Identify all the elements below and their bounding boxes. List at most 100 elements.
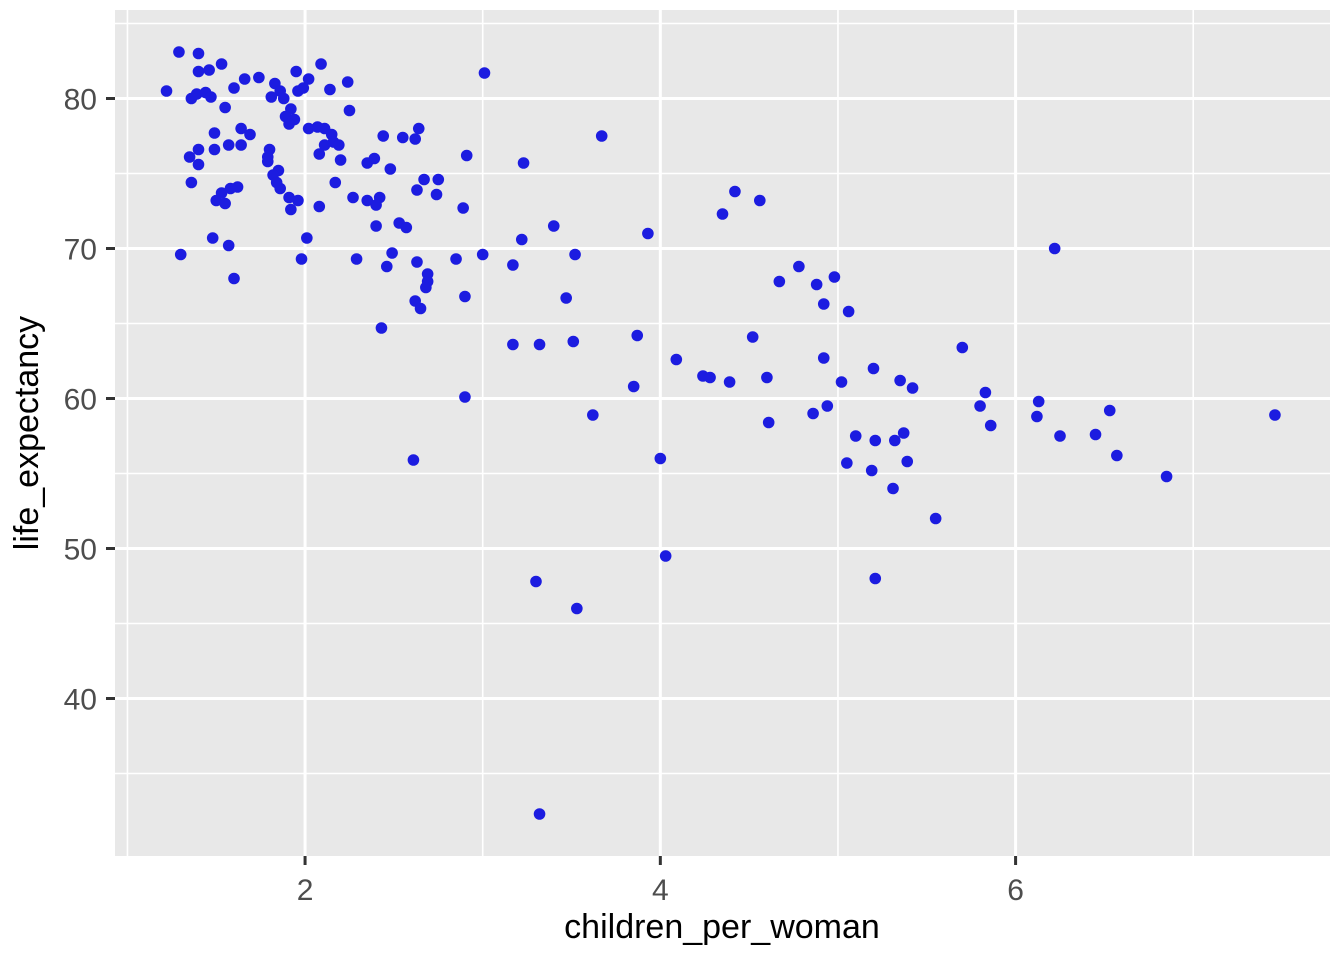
data-point (341, 76, 354, 88)
data-point (889, 434, 901, 447)
data-point (654, 452, 667, 465)
data-point (569, 248, 581, 261)
data-point (901, 455, 914, 468)
data-point (380, 260, 393, 273)
data-point (817, 352, 830, 364)
data-point (869, 572, 882, 585)
x-tick-label: 2 (297, 874, 314, 907)
data-point (384, 163, 397, 175)
data-point (807, 407, 819, 420)
data-point (631, 329, 644, 342)
data-point (412, 122, 425, 135)
data-point (396, 131, 409, 144)
data-point (793, 260, 805, 273)
data-point (208, 127, 221, 139)
data-point (347, 191, 359, 204)
data-point (906, 382, 919, 394)
data-point (190, 88, 203, 100)
data-point (301, 232, 313, 244)
data-point (215, 58, 228, 70)
data-point (219, 101, 231, 114)
data-point (773, 275, 786, 288)
y-tick-label: 50 (64, 534, 97, 567)
data-point (821, 400, 834, 412)
data-point (517, 157, 530, 169)
data-point (432, 173, 445, 186)
data-point (315, 58, 327, 70)
data-point (1111, 449, 1123, 462)
y-tick-label: 40 (64, 684, 97, 717)
data-point (283, 191, 295, 204)
data-point (729, 185, 741, 198)
data-point (887, 482, 899, 495)
data-point (1031, 410, 1043, 423)
data-point (261, 155, 274, 168)
data-point (979, 386, 992, 399)
data-point (219, 197, 231, 210)
data-point (277, 92, 290, 105)
data-point (192, 158, 205, 171)
data-point (253, 71, 265, 84)
y-tick-label: 80 (64, 84, 97, 117)
data-point (409, 133, 421, 145)
data-point (235, 122, 247, 135)
data-point (1054, 430, 1066, 442)
data-point (478, 67, 491, 79)
x-tick-label: 4 (652, 874, 669, 907)
data-point (411, 256, 423, 268)
data-point (283, 118, 295, 130)
data-point (302, 73, 315, 85)
data-point (192, 65, 205, 78)
data-point (292, 85, 304, 97)
data-point (430, 188, 443, 201)
data-point (192, 143, 205, 156)
data-point (761, 371, 773, 384)
data-point (343, 104, 356, 117)
data-point (817, 298, 830, 310)
data-point (457, 202, 469, 214)
minor-gridlines (115, 10, 1330, 856)
data-point (386, 247, 398, 259)
axis-tick-labels: 2 4 6 40 50 60 70 80 (64, 84, 1024, 908)
data-point (841, 457, 853, 469)
data-point (974, 400, 986, 412)
data-point (375, 322, 388, 334)
data-point (627, 380, 640, 393)
data-point (530, 575, 542, 588)
data-point (507, 338, 519, 351)
data-point (1089, 428, 1102, 441)
data-point (420, 281, 432, 294)
data-point (849, 430, 862, 442)
data-point (222, 239, 235, 252)
data-point (206, 232, 219, 244)
data-point (228, 82, 240, 94)
data-point (313, 200, 326, 213)
data-point (334, 154, 347, 166)
data-point (377, 130, 390, 142)
axis-tick-marks (106, 97, 1018, 865)
data-point (828, 271, 841, 283)
data-point (318, 139, 331, 151)
plot-panel (115, 10, 1330, 856)
data-point (459, 290, 471, 303)
data-point (867, 362, 880, 375)
data-point (460, 149, 473, 162)
data-point (203, 64, 215, 76)
x-axis-title: children_per_woman (564, 908, 880, 946)
data-point (185, 176, 198, 189)
data-point (238, 73, 251, 85)
data-point (265, 91, 278, 103)
data-point (533, 338, 546, 351)
data-point (670, 353, 683, 366)
data-point (450, 253, 462, 265)
data-point (368, 152, 381, 165)
data-point (411, 184, 423, 196)
data-point (533, 808, 546, 820)
data-point (642, 227, 654, 240)
data-point (587, 409, 599, 421)
data-point (228, 272, 240, 285)
data-point (1269, 409, 1281, 421)
data-point (192, 47, 205, 60)
data-point (285, 203, 297, 216)
data-point (842, 305, 855, 318)
